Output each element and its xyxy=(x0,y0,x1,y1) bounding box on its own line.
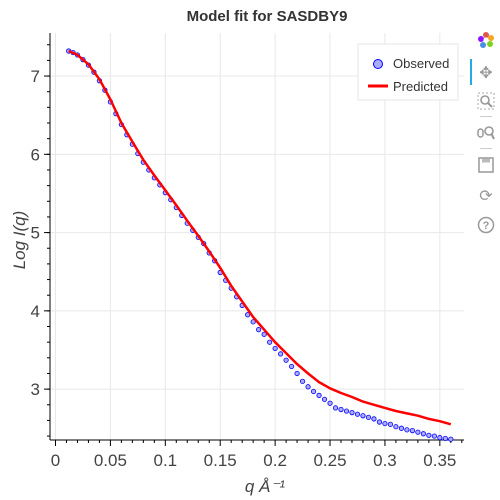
y-tick-label: 5 xyxy=(31,224,40,243)
plot-frame xyxy=(49,33,464,441)
y-axis: 3 4 5 6 7 xyxy=(31,44,50,437)
observed-point xyxy=(376,419,383,425)
predicted-line xyxy=(68,49,452,426)
legend-observed-marker xyxy=(373,59,383,69)
observed-point xyxy=(332,405,339,411)
legend-predicted-label: Predicted xyxy=(393,79,448,94)
observed-point xyxy=(365,414,372,420)
observed-point xyxy=(245,312,251,318)
svg-text:?: ? xyxy=(483,220,490,232)
observed-point xyxy=(267,339,273,345)
wheel-zoom-icon[interactable] xyxy=(476,122,496,142)
observed-point xyxy=(415,429,421,435)
x-tick-label: 0.25 xyxy=(313,451,346,470)
x-tick-label: 0.15 xyxy=(204,451,237,470)
observed-point xyxy=(393,424,399,430)
x-tick-label: 0 xyxy=(51,451,60,470)
observed-point xyxy=(299,378,306,384)
legend: Observed Predicted xyxy=(357,43,459,101)
observed-point xyxy=(420,431,426,437)
observed-point xyxy=(272,345,278,352)
observed-point xyxy=(278,351,284,357)
y-axis-label: Log I(q) xyxy=(10,211,29,270)
pan-icon[interactable]: ✥ xyxy=(479,62,493,82)
observed-point xyxy=(256,327,262,333)
legend-box xyxy=(357,43,459,101)
x-tick-label: 0.1 xyxy=(153,451,177,470)
observed-point xyxy=(294,370,300,377)
y-tick-label: 4 xyxy=(31,302,40,321)
y-tick-label: 3 xyxy=(31,380,40,399)
observed-point xyxy=(327,400,333,406)
observed-point xyxy=(448,436,454,442)
x-tick-label: 0.3 xyxy=(373,451,397,470)
help-icon[interactable]: ? xyxy=(476,215,496,235)
toolbar-separator xyxy=(480,148,492,149)
observed-point xyxy=(354,411,361,417)
observed-point xyxy=(382,420,388,427)
observed-point xyxy=(250,319,256,325)
active-tool-indicator xyxy=(470,59,472,85)
y-tick-label: 7 xyxy=(31,67,40,86)
toolbar-separator xyxy=(480,116,492,117)
observed-point xyxy=(404,427,410,433)
chart-title: Model fit for SASDBY9 xyxy=(187,8,348,25)
observed-point xyxy=(442,435,448,442)
observed-point xyxy=(387,421,394,427)
observed-point xyxy=(261,331,267,337)
x-tick-label: 0.2 xyxy=(263,451,287,470)
observed-point xyxy=(321,396,328,402)
x-axis: 0 0.05 0.1 0.15 0.2 0.25 0.3 0.35 xyxy=(51,440,463,470)
bokeh-logo-icon[interactable] xyxy=(476,30,496,50)
observed-point xyxy=(371,416,377,422)
observed-point xyxy=(437,435,443,441)
y-tick-label: 6 xyxy=(31,145,40,164)
observed-point xyxy=(431,433,437,439)
series-predicted xyxy=(68,49,452,426)
observed-point xyxy=(349,410,355,416)
observed-point xyxy=(426,432,432,438)
observed-point xyxy=(360,413,366,419)
series-observed xyxy=(66,48,454,442)
x-axis-label: q Å⁻¹ xyxy=(245,477,285,496)
box-zoom-icon[interactable] xyxy=(476,91,496,111)
observed-point xyxy=(305,384,311,390)
observed-point xyxy=(283,357,289,363)
observed-point xyxy=(316,392,322,398)
observed-point xyxy=(310,388,317,395)
observed-point xyxy=(288,363,295,370)
x-tick-label: 0.35 xyxy=(423,451,456,470)
observed-point xyxy=(409,428,415,434)
observed-point xyxy=(338,406,344,413)
x-tick-label: 0.05 xyxy=(94,451,127,470)
reset-icon[interactable]: ⟳ xyxy=(479,185,493,205)
legend-observed-label: Observed xyxy=(393,56,449,71)
observed-point xyxy=(398,425,405,431)
observed-point xyxy=(343,408,350,414)
save-icon[interactable] xyxy=(476,155,496,175)
